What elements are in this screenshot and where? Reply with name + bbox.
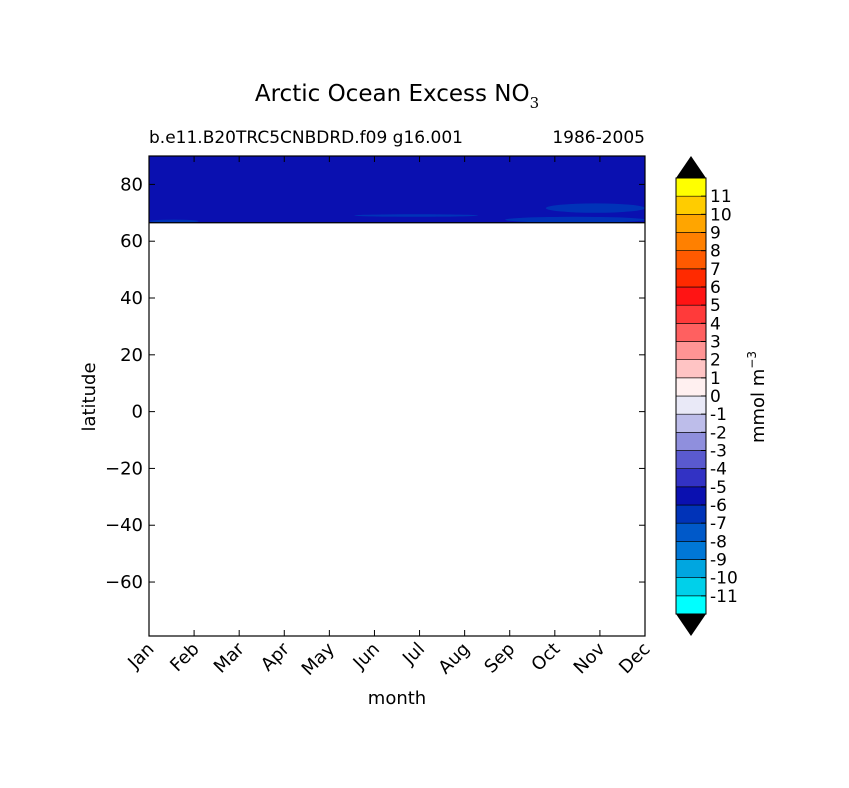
x-tick-label: Jan	[123, 639, 158, 674]
y-tick-label: −20	[105, 458, 143, 479]
y-tick-label: 60	[120, 231, 143, 252]
y-tick-label: 40	[120, 288, 143, 309]
colorbar-extend-min	[676, 614, 706, 636]
x-tick-label: Dec	[615, 639, 654, 678]
y-tick-label: −40	[105, 515, 143, 536]
colorbar-tick-label: 4	[710, 314, 721, 334]
colorbar-tick-label: -11	[710, 587, 738, 607]
colorbar-bin	[675, 559, 707, 578]
plot-area: Jan Feb Mar Apr May Jun Jul Aug Sep Oct Nov Dec −60…	[105, 155, 655, 680]
data-field	[149, 156, 646, 224]
colorbar-tick-label: -5	[710, 478, 727, 498]
colorbar-tick-label: -1	[710, 405, 727, 425]
colorbar-extend-max	[676, 156, 706, 178]
x-tick-label: Aug	[434, 639, 474, 679]
y-axis-label: latitude	[79, 362, 100, 431]
colorbar-bin	[675, 195, 707, 215]
chart-title: Arctic Ocean Excess NO3	[255, 81, 539, 112]
colorbar-bin	[675, 268, 707, 288]
colorbar-bin	[675, 232, 707, 251]
x-tick-label: Mar	[210, 638, 249, 677]
colorbar-bin	[675, 577, 707, 597]
colorbar-bin	[675, 432, 707, 451]
colorbar-bin	[675, 522, 707, 542]
patch-jun-aug	[354, 214, 479, 217]
colorbar-tick-label: 1	[710, 369, 721, 389]
x-tick-label: Jul	[398, 639, 429, 670]
x-tick-label: Apr	[257, 638, 294, 675]
y-tick-label: 20	[120, 345, 143, 366]
y-tick-label: 0	[132, 402, 143, 423]
colorbar-tick-label: 11	[710, 187, 732, 207]
colorbar-bin	[675, 450, 707, 469]
x-tick-label: Oct	[527, 639, 564, 676]
colorbar-tick-label: -10	[710, 569, 738, 589]
colorbar-tick-label: 6	[710, 278, 721, 298]
colorbar-bin	[675, 504, 707, 524]
patch-oct-dec-upper	[545, 203, 646, 213]
colorbar-bin	[675, 304, 707, 324]
colorbar-tick-label: 3	[710, 333, 721, 353]
x-tick-label: Sep	[480, 639, 519, 678]
colorbar-tick-label: -7	[710, 514, 727, 534]
colorbar-tick-label: -3	[710, 442, 727, 462]
colorbar-bin	[675, 214, 707, 233]
colorbar-tick-label: 8	[710, 242, 721, 262]
colorbar-bin	[675, 177, 707, 197]
colorbar-tick-label: 7	[710, 260, 721, 280]
colorbar-tick-label: -4	[710, 460, 727, 480]
patch-jan-edge	[149, 219, 199, 223]
colorbar-bin	[675, 286, 707, 306]
x-tick-label: Nov	[570, 638, 610, 678]
chart-subtitle-right: 1986-2005	[552, 128, 645, 148]
patch-sep-dec-lower	[505, 216, 645, 223]
colorbar-bin	[675, 395, 707, 415]
colorbar-tick-label: -6	[710, 496, 727, 516]
plot-frame	[148, 155, 646, 637]
colorbar-tick-label: 10	[710, 205, 732, 225]
colorbar-tick-label: 0	[710, 387, 721, 407]
x-tick-label: Jun	[349, 639, 384, 674]
colorbar-tick-label: 5	[710, 296, 721, 316]
colorbar-label: mmol m−3	[745, 351, 769, 443]
x-tick-label: Feb	[166, 639, 203, 676]
colorbar-bin	[675, 595, 707, 615]
colorbar-tick-label: 9	[710, 224, 721, 244]
colorbar-tick-label: -2	[710, 423, 727, 443]
colorbar-bin	[675, 486, 707, 506]
colorbar-bin	[675, 541, 707, 560]
x-tick-label: May	[298, 638, 339, 679]
chart-subtitle-left: b.e11.B20TRC5CNBDRD.f09 g16.001	[149, 128, 463, 148]
colorbar-bin	[675, 468, 707, 488]
colorbar-bin	[675, 359, 707, 379]
colorbar-bin	[675, 377, 707, 397]
colorbar-tick-label: -8	[710, 532, 727, 552]
colorbar-tick-label: -9	[710, 551, 727, 571]
colorbar-bin	[675, 341, 707, 360]
colorbar-bin	[675, 323, 707, 342]
plot-background	[149, 156, 645, 636]
data-region-fill	[149, 156, 645, 223]
y-axis-ticks: −60 −40 −20 0 20 40 60 80	[105, 174, 645, 593]
colorbar-tick-label: 2	[710, 351, 721, 371]
colorbar-bin	[675, 250, 707, 270]
colorbar-bin	[675, 413, 707, 433]
x-axis-label: month	[368, 688, 426, 709]
y-tick-label: 80	[120, 174, 143, 195]
y-tick-label: −60	[105, 572, 143, 593]
